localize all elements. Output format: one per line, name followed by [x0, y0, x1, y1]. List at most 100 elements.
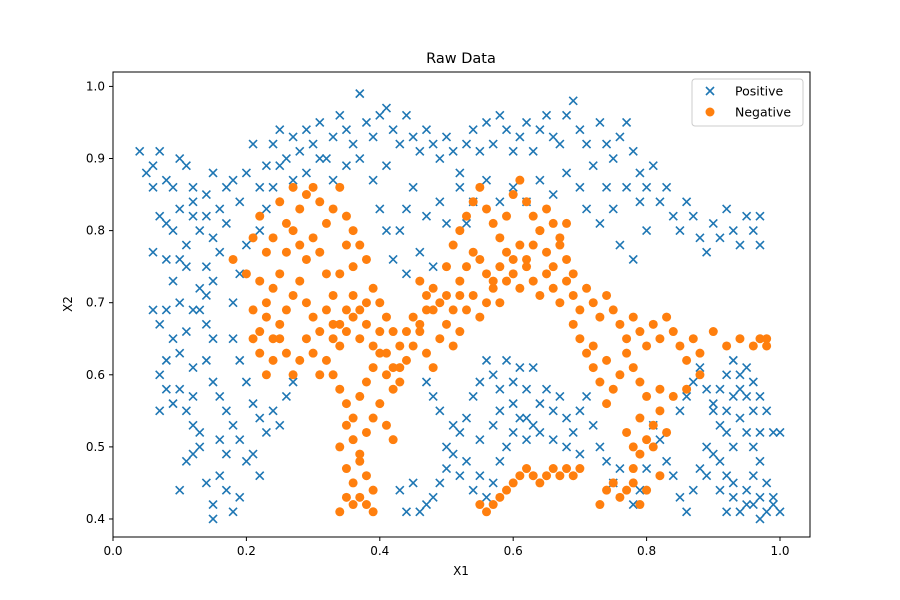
positive-point	[181, 240, 191, 250]
positive-point	[255, 182, 265, 192]
negative-point	[448, 341, 458, 351]
negative-point	[455, 226, 465, 236]
negative-point	[648, 442, 658, 452]
positive-point	[235, 269, 245, 279]
positive-point	[622, 117, 632, 128]
y-axis: 0.4 0.5 0.6 0.7 0.8 0.9 1.0	[86, 79, 113, 526]
positive-point	[762, 507, 772, 517]
positive-point	[481, 492, 492, 502]
positive-point	[215, 247, 225, 257]
positive-point	[188, 182, 198, 192]
negative-point	[662, 427, 672, 437]
positive-point	[148, 182, 158, 192]
negative-point	[428, 363, 438, 373]
positive-point	[695, 463, 705, 474]
positive-point	[261, 427, 271, 438]
positive-point	[675, 406, 685, 416]
positive-point	[168, 182, 178, 192]
positive-point	[495, 384, 505, 394]
negative-point	[361, 500, 371, 510]
positive-point	[508, 377, 518, 387]
positive-point	[288, 132, 298, 142]
positive-point	[735, 507, 745, 517]
positive-point	[235, 355, 245, 365]
negative-point	[628, 478, 638, 488]
positive-point	[181, 406, 191, 416]
positive-point	[208, 276, 218, 286]
positive-point	[215, 391, 225, 401]
positive-point	[268, 139, 278, 149]
positive-point	[708, 218, 718, 228]
negative-point	[388, 327, 398, 337]
negative-point	[381, 348, 391, 358]
negative-point	[261, 312, 271, 322]
negative-point	[555, 240, 565, 250]
negative-point	[315, 370, 325, 380]
positive-point	[408, 132, 418, 142]
positive-point	[535, 125, 545, 135]
positive-point	[135, 146, 145, 156]
positive-point	[555, 139, 565, 149]
negative-point	[248, 233, 258, 243]
negative-point	[381, 370, 391, 380]
positive-point	[528, 363, 538, 373]
negative-point	[515, 175, 525, 185]
negative-point	[355, 456, 365, 466]
positive-point	[221, 218, 231, 228]
negative-point	[748, 341, 758, 351]
positive-point	[275, 420, 285, 430]
positive-point	[221, 182, 231, 192]
negative-point	[308, 233, 318, 243]
positive-point	[248, 399, 258, 409]
positive-point	[588, 420, 598, 430]
positive-point	[401, 110, 412, 120]
negative-point	[562, 276, 572, 286]
negative-point	[341, 492, 351, 502]
positive-point	[722, 204, 732, 214]
negative-point	[335, 507, 345, 517]
negative-point	[375, 298, 385, 308]
positive-point	[215, 204, 225, 214]
negative-point	[475, 500, 485, 510]
negative-point	[508, 190, 518, 200]
positive-point	[288, 175, 298, 185]
positive-point	[301, 168, 311, 178]
negative-point	[348, 478, 358, 488]
positive-point	[235, 492, 245, 502]
positive-point	[655, 435, 665, 445]
negative-point	[648, 420, 658, 430]
positive-point	[515, 132, 525, 142]
positive-point	[208, 168, 218, 178]
negative-point	[542, 471, 552, 481]
negative-point	[542, 204, 552, 214]
positive-point	[735, 240, 745, 250]
negative-point	[588, 298, 598, 308]
y-tick-label: 1.0	[86, 79, 105, 93]
negative-point	[455, 290, 465, 300]
positive-point	[515, 363, 525, 373]
positive-point	[688, 377, 698, 387]
negative-point	[368, 363, 378, 373]
positive-point	[728, 355, 738, 365]
positive-point	[328, 132, 338, 142]
positive-point	[448, 449, 458, 459]
negative-point	[662, 312, 672, 322]
positive-point	[228, 334, 238, 344]
positive-point	[395, 226, 405, 236]
positive-point	[315, 153, 325, 164]
positive-point	[628, 146, 638, 156]
negative-point	[395, 377, 405, 387]
negative-point	[628, 363, 638, 373]
negative-point	[628, 442, 638, 452]
positive-point	[715, 233, 725, 243]
negative-point	[408, 341, 418, 351]
positive-point	[415, 247, 425, 257]
negative-point	[762, 341, 772, 351]
negative-point	[642, 435, 652, 445]
negative-point	[562, 254, 572, 264]
negative-point	[595, 500, 605, 510]
positive-point	[608, 204, 618, 214]
positive-point	[441, 132, 452, 142]
positive-point	[435, 197, 445, 207]
